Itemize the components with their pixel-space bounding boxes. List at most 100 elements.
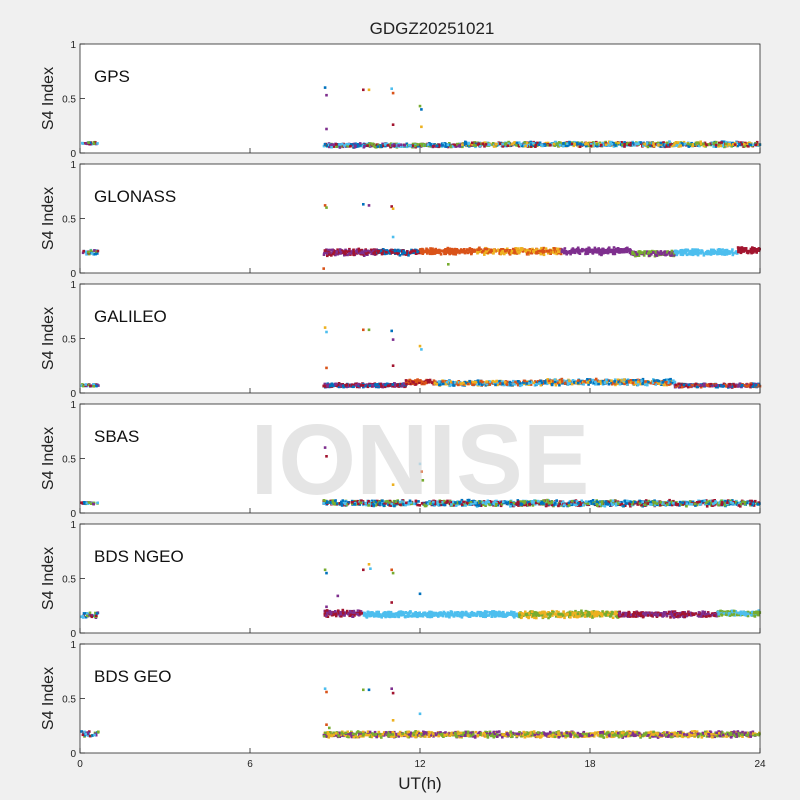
data-point <box>743 249 746 252</box>
data-point <box>747 145 750 148</box>
data-point <box>571 250 575 254</box>
data-point <box>528 380 531 384</box>
data-point <box>645 250 649 253</box>
data-point <box>614 380 618 384</box>
data-point <box>343 252 347 256</box>
data-point <box>420 348 423 351</box>
data-point <box>426 379 430 382</box>
data-point <box>549 380 553 383</box>
data-point <box>597 382 600 386</box>
data-point <box>323 382 327 386</box>
data-point <box>568 379 571 383</box>
data-point <box>369 142 372 145</box>
data-point <box>547 250 551 253</box>
data-point <box>374 146 378 149</box>
data-point <box>345 142 349 146</box>
data-point <box>409 382 413 386</box>
data-point <box>383 142 387 146</box>
data-point <box>560 248 564 251</box>
data-point <box>617 250 620 253</box>
data-point <box>481 383 484 386</box>
data-point <box>322 144 326 148</box>
data-point <box>457 249 460 252</box>
data-point <box>466 248 470 252</box>
data-point <box>531 141 535 145</box>
data-point <box>667 378 670 382</box>
data-point <box>92 142 96 145</box>
data-point <box>654 383 657 386</box>
data-point <box>489 248 493 252</box>
data-point <box>582 383 585 386</box>
data-point <box>583 248 586 252</box>
data-point <box>334 253 337 257</box>
data-point <box>362 88 365 92</box>
data-point <box>709 382 713 386</box>
data-point <box>566 142 569 145</box>
data-point <box>544 247 548 250</box>
data-point <box>628 248 631 252</box>
data-point <box>643 381 646 385</box>
data-point <box>483 141 487 144</box>
data-point <box>629 381 633 384</box>
data-point <box>530 251 534 255</box>
data-point <box>383 252 387 256</box>
data-point <box>568 142 571 145</box>
data-point <box>576 246 580 250</box>
data-point <box>466 382 470 386</box>
data-point <box>569 252 572 256</box>
data-point <box>674 383 678 387</box>
data-point <box>418 251 421 255</box>
data-point <box>94 250 98 253</box>
data-point <box>325 127 328 131</box>
data-point <box>405 250 409 253</box>
data-point <box>743 142 746 146</box>
data-point <box>543 250 546 253</box>
data-point <box>727 251 730 254</box>
data-point <box>675 249 678 253</box>
data-point <box>423 144 427 147</box>
data-point <box>584 142 587 146</box>
data-point <box>397 144 400 147</box>
data-point <box>715 383 718 387</box>
data-point <box>395 143 399 147</box>
data-point <box>478 145 481 148</box>
data-point <box>438 382 441 385</box>
data-point <box>652 251 655 254</box>
data-point <box>616 380 620 384</box>
data-point <box>691 143 695 146</box>
data-point <box>542 246 546 250</box>
data-point <box>539 383 543 387</box>
data-point <box>743 144 747 148</box>
data-point <box>84 250 88 253</box>
data-point <box>700 249 703 252</box>
data-point <box>733 385 737 388</box>
data-point <box>390 329 393 333</box>
data-point <box>663 250 667 253</box>
data-point <box>623 247 627 251</box>
data-point <box>623 378 626 381</box>
data-point <box>696 144 700 147</box>
data-point <box>439 380 443 383</box>
data-point <box>511 247 515 251</box>
data-point <box>638 251 642 255</box>
data-point <box>553 380 557 384</box>
data-point <box>595 144 599 148</box>
data-point <box>348 252 351 255</box>
data-point <box>607 382 611 386</box>
data-point <box>594 383 597 386</box>
data-point <box>637 142 640 146</box>
data-point <box>391 364 395 367</box>
data-point <box>589 143 593 146</box>
data-point <box>648 141 651 145</box>
data-point <box>518 250 521 253</box>
data-point <box>672 379 675 382</box>
data-point <box>660 252 664 256</box>
data-point <box>525 250 528 254</box>
data-point <box>626 383 629 386</box>
data-point <box>573 248 576 252</box>
data-point <box>513 383 517 386</box>
data-point <box>432 379 436 382</box>
data-point <box>563 247 567 250</box>
data-point <box>553 247 556 250</box>
data-point <box>564 250 568 253</box>
